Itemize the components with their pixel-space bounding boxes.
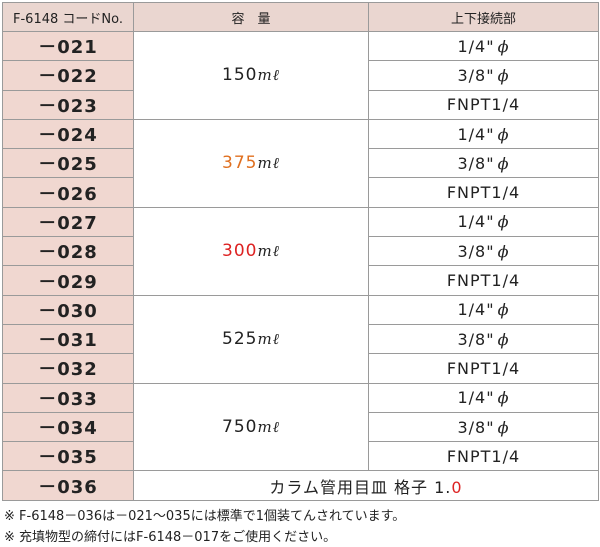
- table-row: －033 750mℓ 1/4" ϕ: [2, 382, 599, 472]
- connection-cell: 1/4" ϕ: [368, 382, 599, 413]
- capacity-cell: 300mℓ: [133, 206, 369, 296]
- connection-value: 1/4": [457, 388, 495, 408]
- phi-symbol: ϕ: [497, 212, 510, 232]
- capacity-unit: mℓ: [257, 154, 280, 173]
- capacity-cell: 375mℓ: [133, 118, 369, 208]
- header-capacity: 容 量: [133, 2, 369, 32]
- header-code: F-6148 コードNo.: [2, 2, 134, 32]
- connection-cell: FNPT1/4: [368, 353, 599, 384]
- code-cell: －036: [2, 470, 134, 501]
- capacity-value: 300: [222, 241, 258, 262]
- code-cell: －023: [2, 89, 134, 120]
- capacity-value: 525: [222, 329, 258, 350]
- code-cell: －032: [2, 353, 134, 384]
- capacity-value: 750: [222, 417, 258, 437]
- table-row: －034 3/8" ϕ: [2, 411, 599, 443]
- capacity-unit: mℓ: [257, 66, 280, 85]
- connection-value: 3/8": [457, 153, 495, 173]
- connection-value: FNPT1/4: [446, 358, 521, 378]
- connection-value: FNPT1/4: [446, 446, 521, 466]
- phi-symbol: ϕ: [497, 153, 510, 173]
- connection-cell: FNPT1/4: [368, 177, 599, 208]
- note-1: ※ F-6148－036は－021～035には標準で1個装てんされています。: [4, 509, 406, 524]
- connection-value: 3/8": [457, 65, 495, 85]
- table-body: －021 150mℓ 1/4" ϕ －022 3/8" ϕ －023 FNPT1/4 －024 37…: [2, 30, 599, 501]
- phi-symbol: ϕ: [497, 417, 510, 437]
- table-row: －025 3/8" ϕ: [2, 148, 599, 179]
- connection-value: 1/4": [457, 36, 495, 56]
- table-row: －030 525mℓ 1/4" ϕ: [2, 294, 599, 384]
- connection-value: 1/4": [457, 124, 495, 144]
- code-cell: －033: [2, 382, 134, 413]
- table-row: －036 カラム管用目皿 格子 1.0: [2, 470, 599, 501]
- table-row: －035 FNPT1/4: [2, 441, 599, 472]
- code-cell: －030: [2, 294, 134, 325]
- code-cell: －028: [2, 236, 134, 267]
- code-cell: －026: [2, 177, 134, 208]
- connection-cell: 1/4" ϕ: [368, 206, 599, 238]
- code-cell: －027: [2, 206, 134, 238]
- table-row: －028 3/8" ϕ: [2, 236, 599, 267]
- connection-cell: FNPT1/4: [368, 441, 599, 472]
- table-row: －023 FNPT1/4: [2, 89, 599, 120]
- description-text: カラム管用目皿 格子 1.: [269, 477, 452, 497]
- connection-cell: 3/8" ϕ: [368, 411, 599, 443]
- connection-value: FNPT1/4: [446, 95, 521, 115]
- connection-value: 1/4": [457, 300, 495, 320]
- connection-cell: 3/8" ϕ: [368, 323, 599, 355]
- phi-symbol: ϕ: [497, 300, 510, 320]
- code-cell: －021: [2, 30, 134, 62]
- capacity-unit: mℓ: [257, 242, 280, 261]
- connection-value: FNPT1/4: [446, 183, 521, 203]
- code-cell: －024: [2, 118, 134, 150]
- code-cell: －031: [2, 323, 134, 355]
- note-2: ※ 充填物型の締付にはF-6148－017をご使用ください。: [4, 530, 337, 545]
- phi-symbol: ϕ: [497, 388, 510, 408]
- table-row: －021 150mℓ 1/4" ϕ: [2, 30, 599, 120]
- phi-symbol: ϕ: [497, 36, 510, 56]
- table-row: －024 375mℓ 1/4" ϕ: [2, 118, 599, 208]
- capacity-cell: 750mℓ: [133, 382, 369, 472]
- table-row: －029 FNPT1/4: [2, 265, 599, 296]
- code-cell: －034: [2, 411, 134, 443]
- connection-cell: 3/8" ϕ: [368, 60, 599, 91]
- connection-cell: 3/8" ϕ: [368, 148, 599, 179]
- connection-value: 3/8": [457, 417, 495, 437]
- table-row: －031 3/8" ϕ: [2, 323, 599, 355]
- capacity-unit: mℓ: [257, 418, 280, 436]
- table-row: －032 FNPT1/4: [2, 353, 599, 384]
- connection-value: 3/8": [457, 241, 495, 261]
- connection-cell: 1/4" ϕ: [368, 294, 599, 325]
- connection-cell: FNPT1/4: [368, 265, 599, 296]
- connection-cell: 1/4" ϕ: [368, 30, 599, 62]
- table-row: －027 300mℓ 1/4" ϕ: [2, 206, 599, 296]
- connection-value: FNPT1/4: [446, 271, 521, 291]
- table-row: －026 FNPT1/4: [2, 177, 599, 208]
- spec-table: F-6148 コードNo. 容 量 上下接続部 －021 150mℓ 1/4" ϕ －0…: [2, 2, 599, 501]
- phi-symbol: ϕ: [497, 124, 510, 144]
- capacity-value: 375: [222, 153, 258, 174]
- header-row: F-6148 コードNo. 容 量 上下接続部: [2, 2, 599, 32]
- phi-symbol: ϕ: [497, 329, 510, 349]
- connection-cell: 1/4" ϕ: [368, 118, 599, 150]
- capacity-cell: 525mℓ: [133, 294, 369, 384]
- capacity-cell: 150mℓ: [133, 31, 369, 120]
- code-cell: －025: [2, 148, 134, 179]
- connection-cell: 3/8" ϕ: [368, 236, 599, 267]
- description-cell: カラム管用目皿 格子 1.0: [133, 470, 599, 501]
- code-cell: －029: [2, 265, 134, 296]
- header-connection: 上下接続部: [368, 2, 599, 32]
- connection-cell: FNPT1/4: [368, 89, 599, 120]
- connection-value: 1/4": [457, 212, 495, 232]
- connection-value: 3/8": [457, 329, 495, 349]
- phi-symbol: ϕ: [497, 241, 510, 261]
- capacity-value: 150: [222, 65, 258, 86]
- table-row: －022 3/8" ϕ: [2, 60, 599, 91]
- description-highlight: 0: [451, 477, 463, 497]
- code-cell: －022: [2, 60, 134, 91]
- capacity-unit: mℓ: [257, 330, 280, 349]
- code-cell: －035: [2, 441, 134, 472]
- phi-symbol: ϕ: [497, 65, 510, 85]
